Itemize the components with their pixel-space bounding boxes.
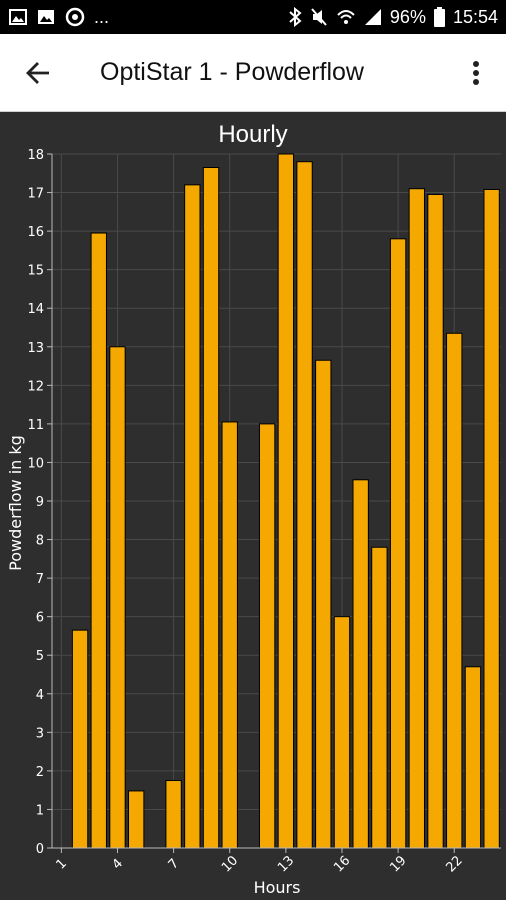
y-tick-label: 13 (27, 341, 44, 356)
status-left: ... (8, 6, 109, 28)
bar-hour-21 (427, 193, 444, 849)
battery-percent: 96% (389, 6, 426, 27)
mute-icon (310, 7, 328, 27)
bar-hour-3 (90, 232, 107, 849)
battery-icon (433, 7, 445, 27)
x-tick-label: 1 (53, 856, 69, 872)
y-tick-label: 1 (36, 803, 44, 818)
y-tick-label: 0 (36, 842, 44, 857)
x-tick-label: 10 (219, 853, 241, 875)
y-tick-label: 5 (36, 649, 44, 664)
app-bar: OptiStar 1 - Powderflow (0, 34, 506, 112)
status-right: 96% 15:54 (288, 7, 498, 28)
page-title: OptiStar 1 - Powderflow (100, 58, 364, 86)
bar-hour-16 (333, 616, 351, 849)
bar-hour-12 (258, 423, 276, 849)
bar-hour-19 (389, 238, 407, 849)
bar-hour-7 (165, 780, 182, 849)
y-tick-label: 18 (27, 148, 44, 163)
bar-hour-17 (352, 479, 369, 849)
bar-hour-23 (464, 666, 482, 849)
gallery-icon (36, 7, 56, 27)
bar-hour-4 (109, 346, 126, 849)
y-axis-label: Powderflow in kg (6, 435, 25, 571)
image-icon (8, 7, 28, 27)
back-button[interactable] (10, 45, 66, 101)
chart-title: Hourly (218, 121, 287, 148)
bar-hour-20 (408, 188, 425, 849)
overflow-menu-button[interactable] (456, 45, 496, 101)
bar-hour-15 (315, 359, 332, 849)
y-tick-label: 14 (27, 302, 44, 317)
y-tick-label: 3 (36, 726, 44, 741)
more-vert-icon (473, 60, 479, 85)
x-axis-label: Hours (254, 878, 301, 897)
x-tick-label: 19 (387, 853, 409, 875)
bar-hour-9 (202, 166, 220, 849)
bar-hour-10 (221, 421, 238, 849)
y-tick-label: 16 (27, 225, 44, 240)
bluetooth-icon (288, 7, 302, 27)
y-tick-label: 8 (36, 534, 44, 549)
bar-hour-24 (483, 188, 500, 849)
bar-hour-13 (277, 153, 295, 849)
status-time: 15:54 (452, 6, 498, 27)
x-tick-label: 16 (331, 853, 353, 875)
y-tick-label: 9 (36, 495, 44, 510)
arrow-back-icon (26, 61, 49, 84)
y-tick-label: 12 (27, 379, 44, 394)
bar-hour-5 (128, 790, 145, 849)
x-tick-label: 22 (443, 853, 465, 875)
wifi-icon (336, 8, 356, 26)
grid-lines (52, 153, 501, 849)
more-notifications: ... (94, 6, 110, 27)
bar-hour-2 (71, 629, 89, 849)
x-tick-label: 7 (166, 856, 182, 872)
x-tick-label: 13 (275, 853, 297, 875)
y-tick-label: 11 (27, 418, 44, 433)
y-tick-label: 17 (27, 187, 44, 202)
y-tick-label: 15 (27, 264, 44, 279)
bar-hour-8 (184, 184, 201, 849)
y-tick-label: 10 (27, 456, 44, 471)
bar-hour-22 (446, 332, 463, 849)
chart-area: Hourly 0 1 2 3 4 5 6 7 8 9 10 11 12 13 14 15 16 17 18 1 4 7 10… (0, 112, 506, 900)
sync-icon (64, 6, 86, 28)
y-tick-label: 2 (36, 765, 44, 780)
x-tick-label: 4 (110, 856, 126, 872)
status-bar: ... 96% 15:54 (0, 0, 506, 34)
signal-icon (364, 8, 382, 26)
bar-hour-18 (371, 546, 388, 849)
y-tick-label: 6 (36, 611, 44, 626)
y-tick-label: 4 (36, 688, 44, 703)
y-tick-label: 7 (36, 572, 44, 587)
bar-hour-14 (296, 161, 313, 849)
